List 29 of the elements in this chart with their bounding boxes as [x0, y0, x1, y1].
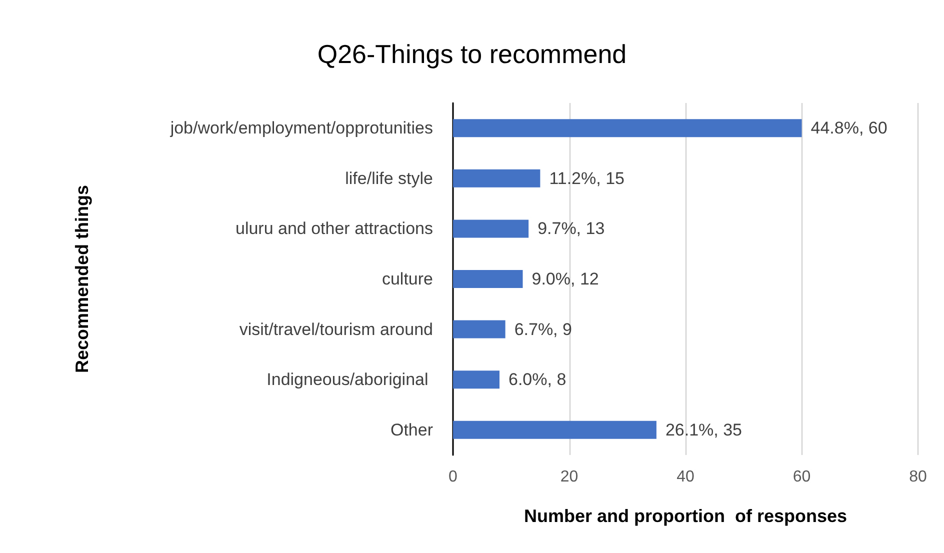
y-tick-label: job/work/employment/opprotunities	[169, 118, 433, 138]
data-label: 9.0%, 12	[532, 270, 599, 288]
data-label: 26.1%, 35	[665, 420, 742, 440]
bar	[453, 169, 540, 188]
x-tick-label: 80	[909, 468, 927, 486]
x-tick-label: 20	[560, 468, 578, 486]
bar	[453, 220, 529, 238]
data-label: 11.2%, 15	[549, 168, 624, 188]
data-label: 9.7%, 13	[538, 219, 605, 238]
bar	[453, 370, 500, 389]
data-label: 6.0%, 8	[508, 370, 566, 390]
y-tick-label: Other	[390, 420, 434, 440]
x-axis-title: Number and proportion of responses	[524, 506, 848, 526]
y-tick-label: uluru and other attractions	[235, 219, 433, 238]
bar	[453, 320, 506, 338]
x-tick-label: 60	[792, 468, 811, 486]
y-tick-label: visit/travel/tourism around	[239, 320, 433, 339]
data-label: 44.8%, 60	[810, 118, 888, 138]
chart-title: Q26-Things to recommend	[317, 39, 627, 69]
bar	[453, 270, 523, 288]
y-tick-label: life/life style	[345, 168, 433, 188]
data-label: 6.7%, 9	[514, 320, 572, 339]
y-tick-label: Indigneous/aboriginal	[266, 370, 433, 390]
bar	[453, 420, 656, 439]
y-axis-title: Recommended things	[72, 184, 92, 374]
x-tick-label: 0	[448, 468, 458, 486]
y-tick-label: culture	[382, 270, 433, 288]
x-tick-label: 40	[676, 468, 694, 486]
bar	[453, 119, 802, 138]
